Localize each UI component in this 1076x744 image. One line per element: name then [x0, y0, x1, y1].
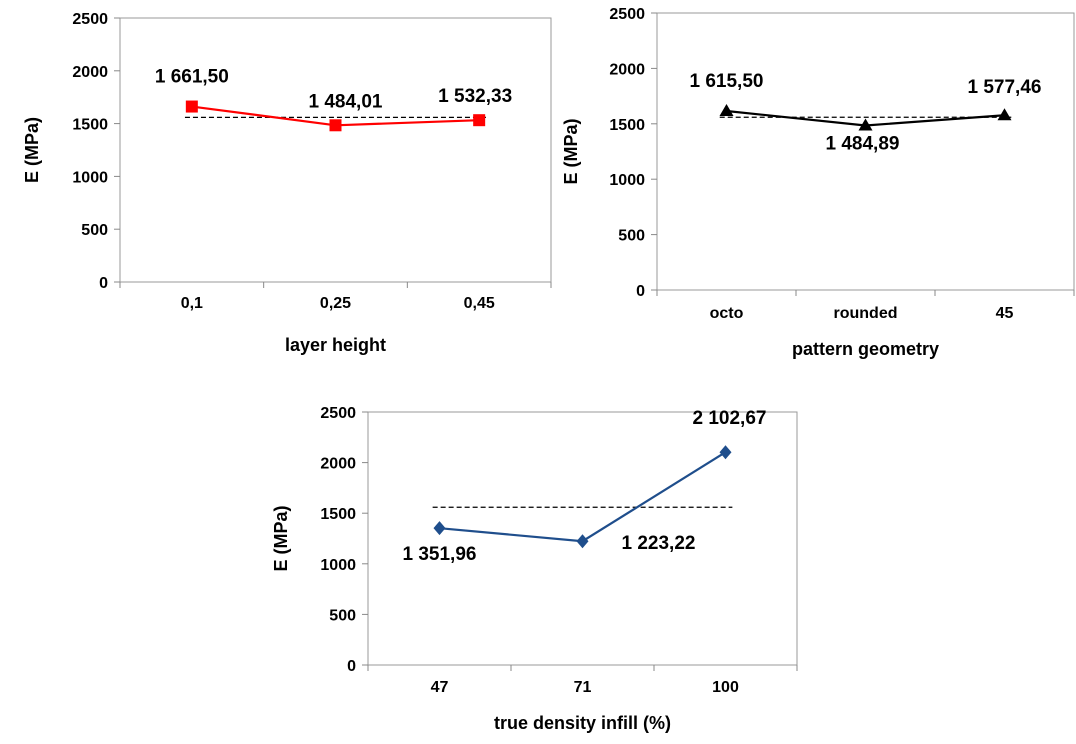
y-tick-label: 2500	[72, 11, 108, 28]
x-tick-label: 0,45	[464, 295, 495, 312]
y-axis-title: E (MPa)	[271, 505, 291, 571]
data-point-marker	[858, 118, 873, 131]
chart-1: 0 500 1000 1500 2000 2500 0,1 0,25 0,45 layer hei…	[22, 11, 552, 355]
x-axis-title: true density infill (%)	[494, 713, 671, 733]
data-point-marker	[329, 119, 342, 132]
data-label: 1 484,89	[826, 133, 900, 154]
data-label: 1 661,50	[155, 67, 229, 88]
data-point-marker	[473, 114, 486, 127]
x-tick-label: 0,1	[181, 295, 203, 312]
data-point-marker	[997, 108, 1012, 121]
data-label: 1 577,46	[968, 77, 1042, 98]
data-label: 1 484,01	[309, 91, 383, 112]
x-axis-title: layer height	[285, 335, 386, 355]
x-axis-title: pattern geometry	[792, 339, 939, 359]
x-tick-label: 71	[574, 679, 592, 696]
y-axis-title: E (MPa)	[22, 117, 42, 183]
y-tick-label: 500	[81, 222, 108, 239]
data-point-marker	[433, 521, 446, 536]
y-tick-label: 0	[347, 658, 356, 675]
data-point-marker	[185, 100, 198, 113]
x-tick-label: octo	[710, 305, 744, 322]
y-tick-label: 2000	[72, 64, 108, 81]
y-tick-label: 2000	[609, 61, 645, 78]
y-tick-label: 1500	[320, 506, 356, 523]
y-tick-label: 500	[618, 228, 645, 245]
x-tick-label: 100	[712, 679, 739, 696]
x-tick-label: rounded	[834, 305, 898, 322]
y-tick-label: 1500	[72, 117, 108, 134]
chart-2: 0 500 1000 1500 2000 2500 octo rounded 45 pattern…	[561, 6, 1075, 359]
data-label: 1 615,50	[690, 71, 764, 92]
y-tick-label: 2000	[320, 456, 356, 473]
plot-area	[656, 12, 1075, 291]
data-point-marker	[576, 534, 589, 549]
y-tick-label: 1500	[609, 117, 645, 134]
data-point-marker	[719, 445, 732, 460]
data-point-marker	[719, 104, 734, 117]
y-axis-title: E (MPa)	[561, 118, 581, 184]
y-tick-label: 2500	[609, 6, 645, 23]
x-tick-label: 45	[996, 305, 1014, 322]
y-tick-label: 1000	[72, 169, 108, 186]
data-label: 2 102,67	[693, 408, 767, 429]
y-tick-label: 1000	[320, 557, 356, 574]
y-tick-label: 500	[329, 607, 356, 624]
data-label: 1 532,33	[438, 86, 512, 107]
x-tick-label: 47	[431, 679, 449, 696]
chart-3: 0 500 1000 1500 2000 2500 47 71 100 true density …	[271, 405, 798, 733]
y-tick-label: 2500	[320, 405, 356, 422]
data-label: 1 223,22	[622, 533, 696, 554]
data-label: 1 351,96	[403, 544, 477, 565]
y-tick-label: 0	[636, 283, 645, 300]
y-tick-label: 1000	[609, 172, 645, 189]
y-tick-label: 0	[99, 275, 108, 292]
plot-area	[119, 17, 552, 283]
x-tick-label: 0,25	[320, 295, 351, 312]
